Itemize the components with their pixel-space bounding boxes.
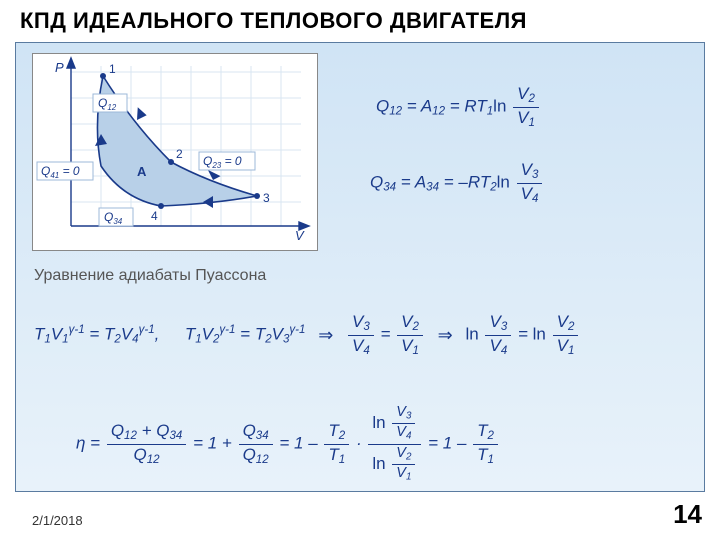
- svg-text:Q23 = 0: Q23 = 0: [203, 154, 242, 170]
- footer-page-number: 14: [673, 499, 702, 530]
- equation-q12: Q12 = A12 = RT1ln V2V1: [376, 85, 541, 129]
- equation-adiabat-row: T1V1γ-1 = T2V4γ-1, T1V2γ-1 = T2V3γ-1 ⇒ V…: [34, 313, 580, 357]
- svg-text:Q41 = 0: Q41 = 0: [41, 164, 80, 180]
- svg-text:V: V: [295, 228, 305, 243]
- svg-text:P: P: [55, 60, 64, 75]
- poisson-caption: Уравнение адиабаты Пуассона: [34, 267, 266, 285]
- svg-text:2: 2: [176, 147, 183, 161]
- equation-q34: Q34 = A34 = –RT2ln V3V4: [370, 161, 544, 205]
- svg-text:3: 3: [263, 191, 270, 205]
- svg-text:1: 1: [109, 62, 116, 76]
- slide: КПД ИДЕАЛЬНОГО ТЕПЛОВОГО ДВИГАТЕЛЯ: [0, 0, 720, 540]
- svg-text:A: A: [137, 164, 147, 179]
- graph-svg: P V 1 2 3 4 A Q12 Q23 = 0 Q34: [33, 54, 317, 250]
- equation-eta-row: η = Q12 + Q34 Q12 = 1 + Q34 Q12 = 1 – T2…: [76, 405, 500, 483]
- slide-title: КПД ИДЕАЛЬНОГО ТЕПЛОВОГО ДВИГАТЕЛЯ: [20, 8, 527, 34]
- svg-text:4: 4: [151, 209, 158, 223]
- footer-date: 2/1/2018: [32, 513, 83, 528]
- content-panel: P V 1 2 3 4 A Q12 Q23 = 0 Q34: [15, 42, 705, 492]
- carnot-cycle-graph: P V 1 2 3 4 A Q12 Q23 = 0 Q34: [32, 53, 318, 251]
